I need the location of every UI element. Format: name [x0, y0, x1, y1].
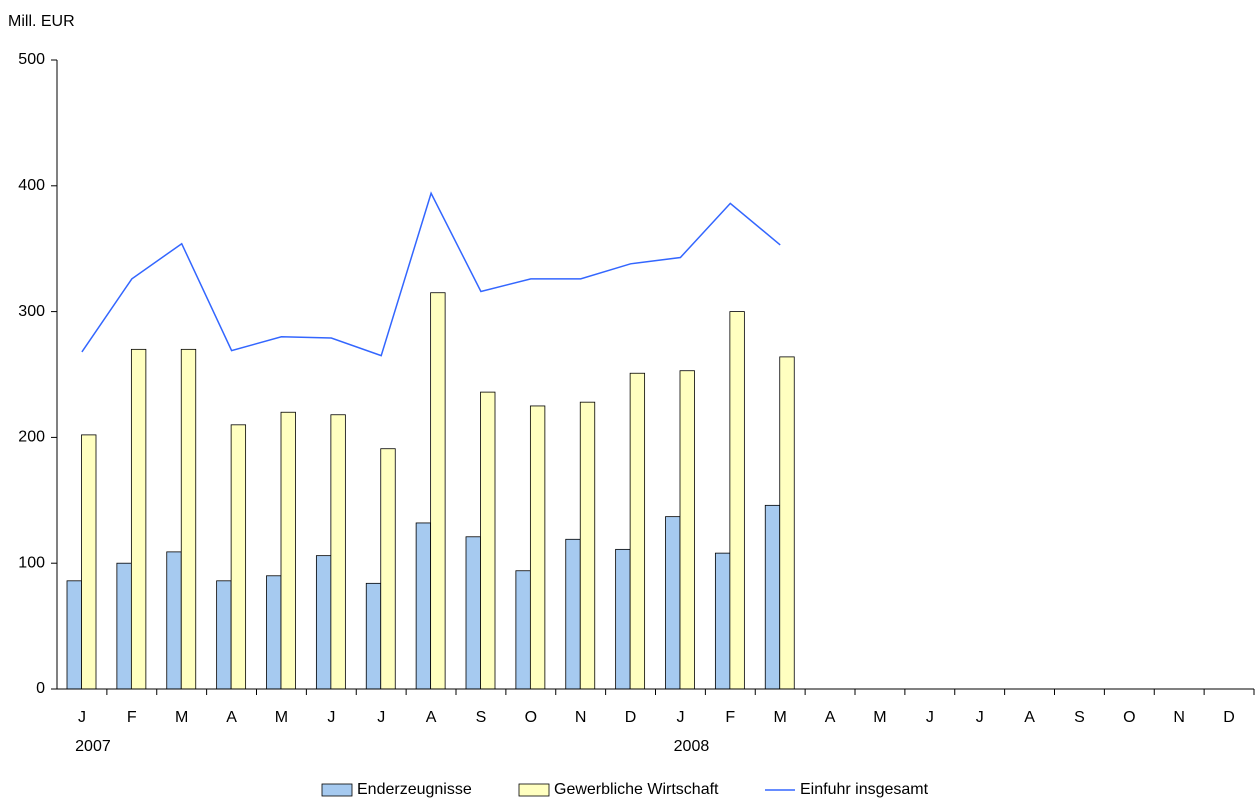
bar [679, 370, 695, 690]
bar [280, 411, 296, 690]
x-tick-label: J [926, 709, 934, 726]
x-tick-label: J [327, 709, 335, 726]
y-axis-label: Mill. EUR [8, 13, 75, 30]
x-tick-label: S [476, 709, 487, 726]
bar [465, 536, 481, 690]
x-tick-label: M [175, 709, 188, 726]
x-tick-label: M [873, 709, 886, 726]
y-tick-label: 100 [18, 554, 45, 571]
bar [380, 448, 396, 690]
bar [529, 405, 546, 690]
bar [565, 538, 581, 690]
x-tick-label: J [377, 709, 385, 726]
bar [230, 424, 247, 690]
bar [216, 580, 232, 690]
x-tick-label: A [1024, 709, 1035, 726]
x-tick-label: S [1074, 709, 1085, 726]
bar [365, 582, 382, 690]
bar [180, 348, 197, 690]
bar [779, 356, 795, 690]
y-tick-label: 0 [36, 680, 45, 697]
bar [629, 372, 646, 690]
y-tick-label: 300 [18, 303, 45, 320]
bar [66, 580, 82, 690]
legend-swatch [321, 783, 353, 797]
x-tick-label: J [676, 709, 684, 726]
x-tick-label: O [525, 709, 537, 726]
bar [764, 504, 781, 690]
legend-label: Gewerbliche Wirtschaft [554, 781, 719, 798]
legend-label: Einfuhr insgesamt [800, 781, 929, 798]
x-tick-label: D [1223, 709, 1235, 726]
x-tick-label: O [1123, 709, 1135, 726]
bar [166, 551, 182, 690]
y-tick-label: 200 [18, 429, 45, 446]
x-tick-label: J [78, 709, 86, 726]
bar [615, 548, 631, 690]
bar [415, 522, 432, 690]
x-tick-label: M [275, 709, 288, 726]
bar [665, 516, 681, 690]
bar [116, 562, 132, 690]
x-tick-label: F [127, 709, 137, 726]
bar [266, 575, 282, 690]
x-tick-label: N [1173, 709, 1185, 726]
x-tick-label: A [226, 709, 237, 726]
bar [729, 311, 745, 690]
bar [714, 552, 731, 690]
bar [130, 348, 147, 690]
bar [579, 401, 596, 690]
line [81, 191, 781, 357]
bar [81, 434, 97, 690]
bar [515, 570, 531, 690]
x-tick-label: D [625, 709, 637, 726]
legend-swatch [518, 783, 550, 797]
y-tick-label: 400 [18, 177, 45, 194]
legend-label: Enderzeugnisse [357, 781, 472, 798]
bar [430, 292, 446, 690]
year-label: 2008 [674, 738, 710, 755]
x-tick-label: A [825, 709, 836, 726]
bar [330, 414, 346, 690]
x-tick-label: M [774, 709, 787, 726]
x-tick-label: A [426, 709, 437, 726]
x-tick-label: F [725, 709, 735, 726]
y-tick-label: 500 [18, 51, 45, 68]
x-tick-label: N [575, 709, 587, 726]
x-tick-label: J [976, 709, 984, 726]
year-label: 2007 [75, 738, 111, 755]
bar [480, 391, 496, 690]
bar [315, 555, 332, 690]
